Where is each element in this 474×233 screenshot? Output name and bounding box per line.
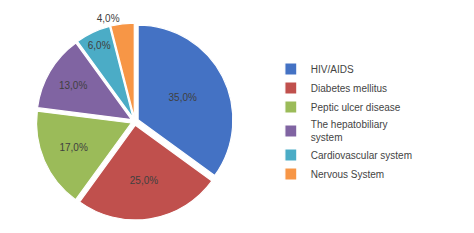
svg-text:17,0%: 17,0%	[59, 142, 87, 153]
svg-text:Diabetes mellitus: Diabetes mellitus	[311, 83, 387, 94]
svg-text:Nervous System: Nervous System	[311, 169, 384, 180]
svg-text:25,0%: 25,0%	[130, 175, 158, 186]
svg-text:13,0%: 13,0%	[59, 80, 87, 91]
svg-text:4,0%: 4,0%	[97, 13, 120, 24]
svg-text:Cardiovascular system: Cardiovascular system	[311, 150, 412, 161]
svg-text:35,0%: 35,0%	[169, 92, 197, 103]
svg-text:Peptic ulcer disease: Peptic ulcer disease	[311, 102, 401, 113]
svg-text:6,0%: 6,0%	[88, 40, 111, 51]
svg-text:The hepatobiliarysystem: The hepatobiliarysystem	[311, 119, 388, 143]
svg-text:HIV/AIDS: HIV/AIDS	[311, 64, 354, 75]
